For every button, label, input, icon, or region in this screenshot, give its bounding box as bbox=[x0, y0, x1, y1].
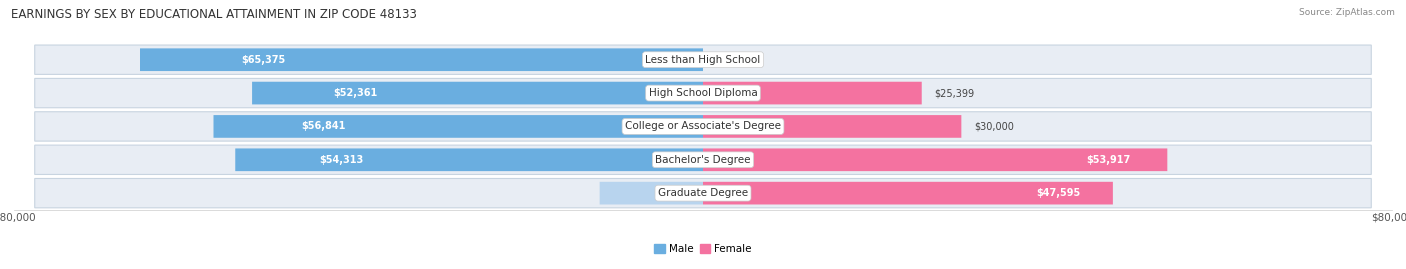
Text: $0: $0 bbox=[669, 188, 682, 198]
Text: $47,595: $47,595 bbox=[1036, 188, 1080, 198]
FancyBboxPatch shape bbox=[252, 82, 703, 104]
Text: $0: $0 bbox=[720, 55, 733, 65]
FancyBboxPatch shape bbox=[703, 115, 962, 138]
Text: Less than High School: Less than High School bbox=[645, 55, 761, 65]
Text: $56,841: $56,841 bbox=[302, 121, 346, 132]
Text: $54,313: $54,313 bbox=[319, 155, 364, 165]
FancyBboxPatch shape bbox=[35, 145, 1371, 175]
Legend: Male, Female: Male, Female bbox=[650, 240, 756, 258]
FancyBboxPatch shape bbox=[703, 182, 1114, 204]
Text: EARNINGS BY SEX BY EDUCATIONAL ATTAINMENT IN ZIP CODE 48133: EARNINGS BY SEX BY EDUCATIONAL ATTAINMEN… bbox=[11, 8, 418, 21]
Text: $30,000: $30,000 bbox=[974, 121, 1014, 132]
FancyBboxPatch shape bbox=[35, 178, 1371, 208]
Text: High School Diploma: High School Diploma bbox=[648, 88, 758, 98]
Text: Bachelor's Degree: Bachelor's Degree bbox=[655, 155, 751, 165]
Text: $53,917: $53,917 bbox=[1085, 155, 1130, 165]
FancyBboxPatch shape bbox=[599, 182, 703, 204]
FancyBboxPatch shape bbox=[35, 45, 1371, 75]
FancyBboxPatch shape bbox=[214, 115, 703, 138]
Text: $65,375: $65,375 bbox=[242, 55, 285, 65]
Text: College or Associate's Degree: College or Associate's Degree bbox=[626, 121, 780, 132]
FancyBboxPatch shape bbox=[141, 48, 703, 71]
FancyBboxPatch shape bbox=[235, 148, 703, 171]
Text: Graduate Degree: Graduate Degree bbox=[658, 188, 748, 198]
Text: $25,399: $25,399 bbox=[935, 88, 974, 98]
Text: $52,361: $52,361 bbox=[333, 88, 377, 98]
FancyBboxPatch shape bbox=[703, 148, 1167, 171]
Text: Source: ZipAtlas.com: Source: ZipAtlas.com bbox=[1299, 8, 1395, 17]
FancyBboxPatch shape bbox=[35, 78, 1371, 108]
FancyBboxPatch shape bbox=[703, 82, 922, 104]
FancyBboxPatch shape bbox=[35, 112, 1371, 141]
